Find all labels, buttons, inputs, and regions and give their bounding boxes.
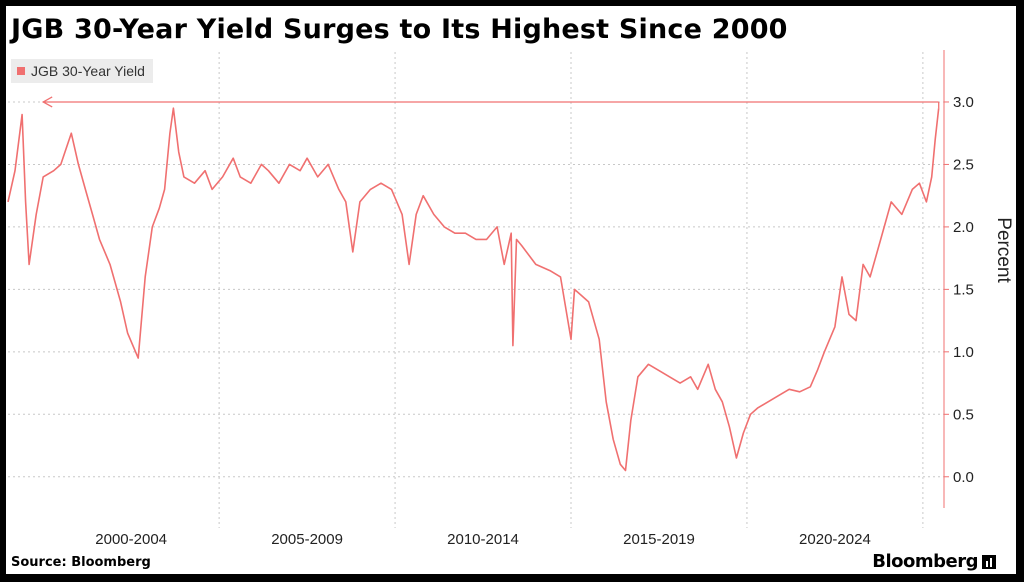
x-period-label: 2000-2004 <box>95 531 167 548</box>
y-tick-label: 2.5 <box>953 156 974 173</box>
x-period-label: 2005-2009 <box>271 531 343 548</box>
annotation-arrow-head <box>41 96 53 108</box>
y-tick-label: 3.0 <box>953 94 974 111</box>
y-tick-label: 0.5 <box>953 406 974 423</box>
y-axis-title: Percent <box>993 217 1014 283</box>
y-tick-label: 2.0 <box>953 219 974 236</box>
x-period-label: 2020-2024 <box>799 531 871 548</box>
x-period-label: 2015-2019 <box>623 531 695 548</box>
legend-swatch <box>17 67 25 75</box>
y-tick-label: 1.0 <box>953 344 974 361</box>
logo-text: Bloomberg <box>872 551 978 572</box>
y-tick-label: 1.5 <box>953 281 974 298</box>
chart-frame: JGB 30-Year Yield Surges to Its Highest … <box>6 6 1016 574</box>
y-tick-label: 0.0 <box>953 469 974 486</box>
source-note: Source: Bloomberg <box>11 555 151 570</box>
x-period-label: 2010-2014 <box>447 531 519 548</box>
legend-label: JGB 30-Year Yield <box>31 63 145 79</box>
chart-title: JGB 30-Year Yield Surges to Its Highest … <box>11 14 788 45</box>
bar-chart-icon <box>982 554 996 569</box>
plot-area: 0.0 0.5 1.0 1.5 2.0 2.5 3.0 2000-2004 2005-2009 2… <box>7 50 1014 548</box>
bloomberg-logo: Bloomberg <box>872 551 996 572</box>
series-line <box>7 107 940 472</box>
legend: JGB 30-Year Yield <box>11 59 153 83</box>
